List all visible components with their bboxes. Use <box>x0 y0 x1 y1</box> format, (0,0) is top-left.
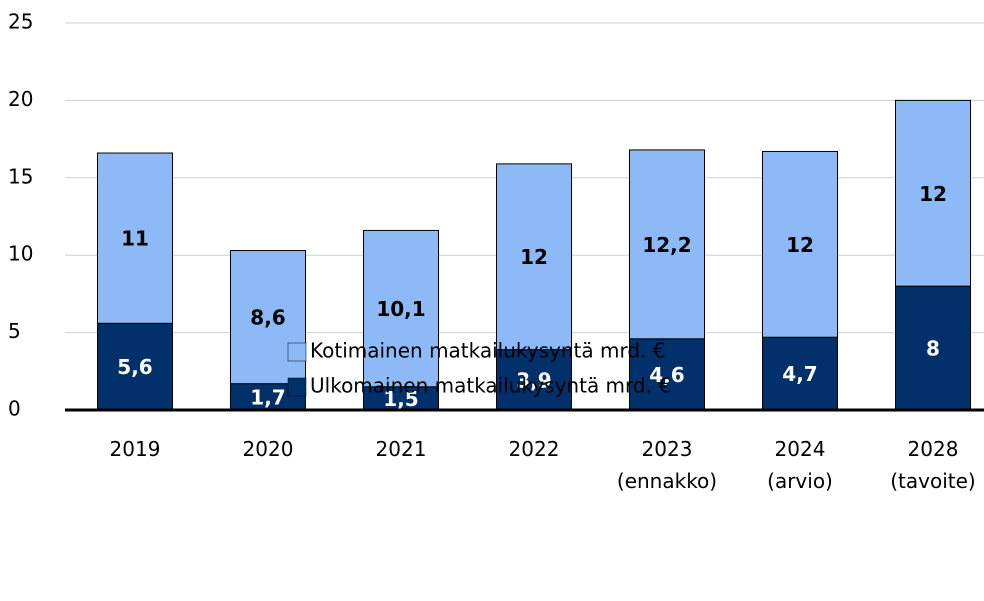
bar-segment <box>762 336 838 411</box>
bar-segment <box>895 99 971 287</box>
y-tick-label: 15 <box>8 164 33 188</box>
y-tick-label: 25 <box>8 10 33 34</box>
data-label: 3,9 <box>516 368 551 392</box>
data-label: 4,6 <box>649 363 684 387</box>
legend-swatch <box>287 342 307 362</box>
data-label: 12,2 <box>642 233 691 257</box>
x-tick-label: 2022 <box>509 437 560 461</box>
data-label: 12 <box>919 182 947 206</box>
data-label: 5,6 <box>117 355 152 379</box>
x-tick-label: 2021 <box>376 437 427 461</box>
data-label: 12 <box>520 245 548 269</box>
x-tick-label: 2028 (tavoite) <box>890 437 975 493</box>
y-tick-label: 20 <box>8 87 33 111</box>
y-tick-label: 0 <box>8 397 21 421</box>
bar-segment <box>363 229 439 388</box>
bar-segment <box>762 150 838 338</box>
legend-label: Kotimainen matkailukysyntä mrd. € <box>310 339 666 363</box>
data-label: 1,5 <box>383 387 418 411</box>
data-label: 8 <box>926 337 940 361</box>
data-label: 4,7 <box>782 362 817 386</box>
x-tick-label: 2024 (arvio) <box>767 437 833 493</box>
legend-swatch <box>287 377 307 397</box>
y-tick-label: 10 <box>8 242 33 266</box>
data-label: 10,1 <box>376 297 425 321</box>
x-tick-label: 2019 <box>110 437 161 461</box>
bar-segment <box>97 152 173 324</box>
x-tick-label: 2020 <box>243 437 294 461</box>
x-tick-label: 2023 (ennakko) <box>617 437 717 493</box>
data-label: 11 <box>121 227 149 251</box>
legend-label: Ulkomainen matkailukysyntä mrd. € <box>310 374 671 398</box>
data-label: 8,6 <box>250 306 285 330</box>
bar-segment <box>629 149 705 340</box>
data-label: 1,7 <box>250 385 285 409</box>
bar-segment <box>496 163 572 351</box>
bar-segment <box>230 250 306 385</box>
bar-segment <box>895 285 971 411</box>
data-label: 12 <box>786 233 814 257</box>
bar-segment <box>629 338 705 411</box>
y-tick-label: 5 <box>8 319 21 343</box>
